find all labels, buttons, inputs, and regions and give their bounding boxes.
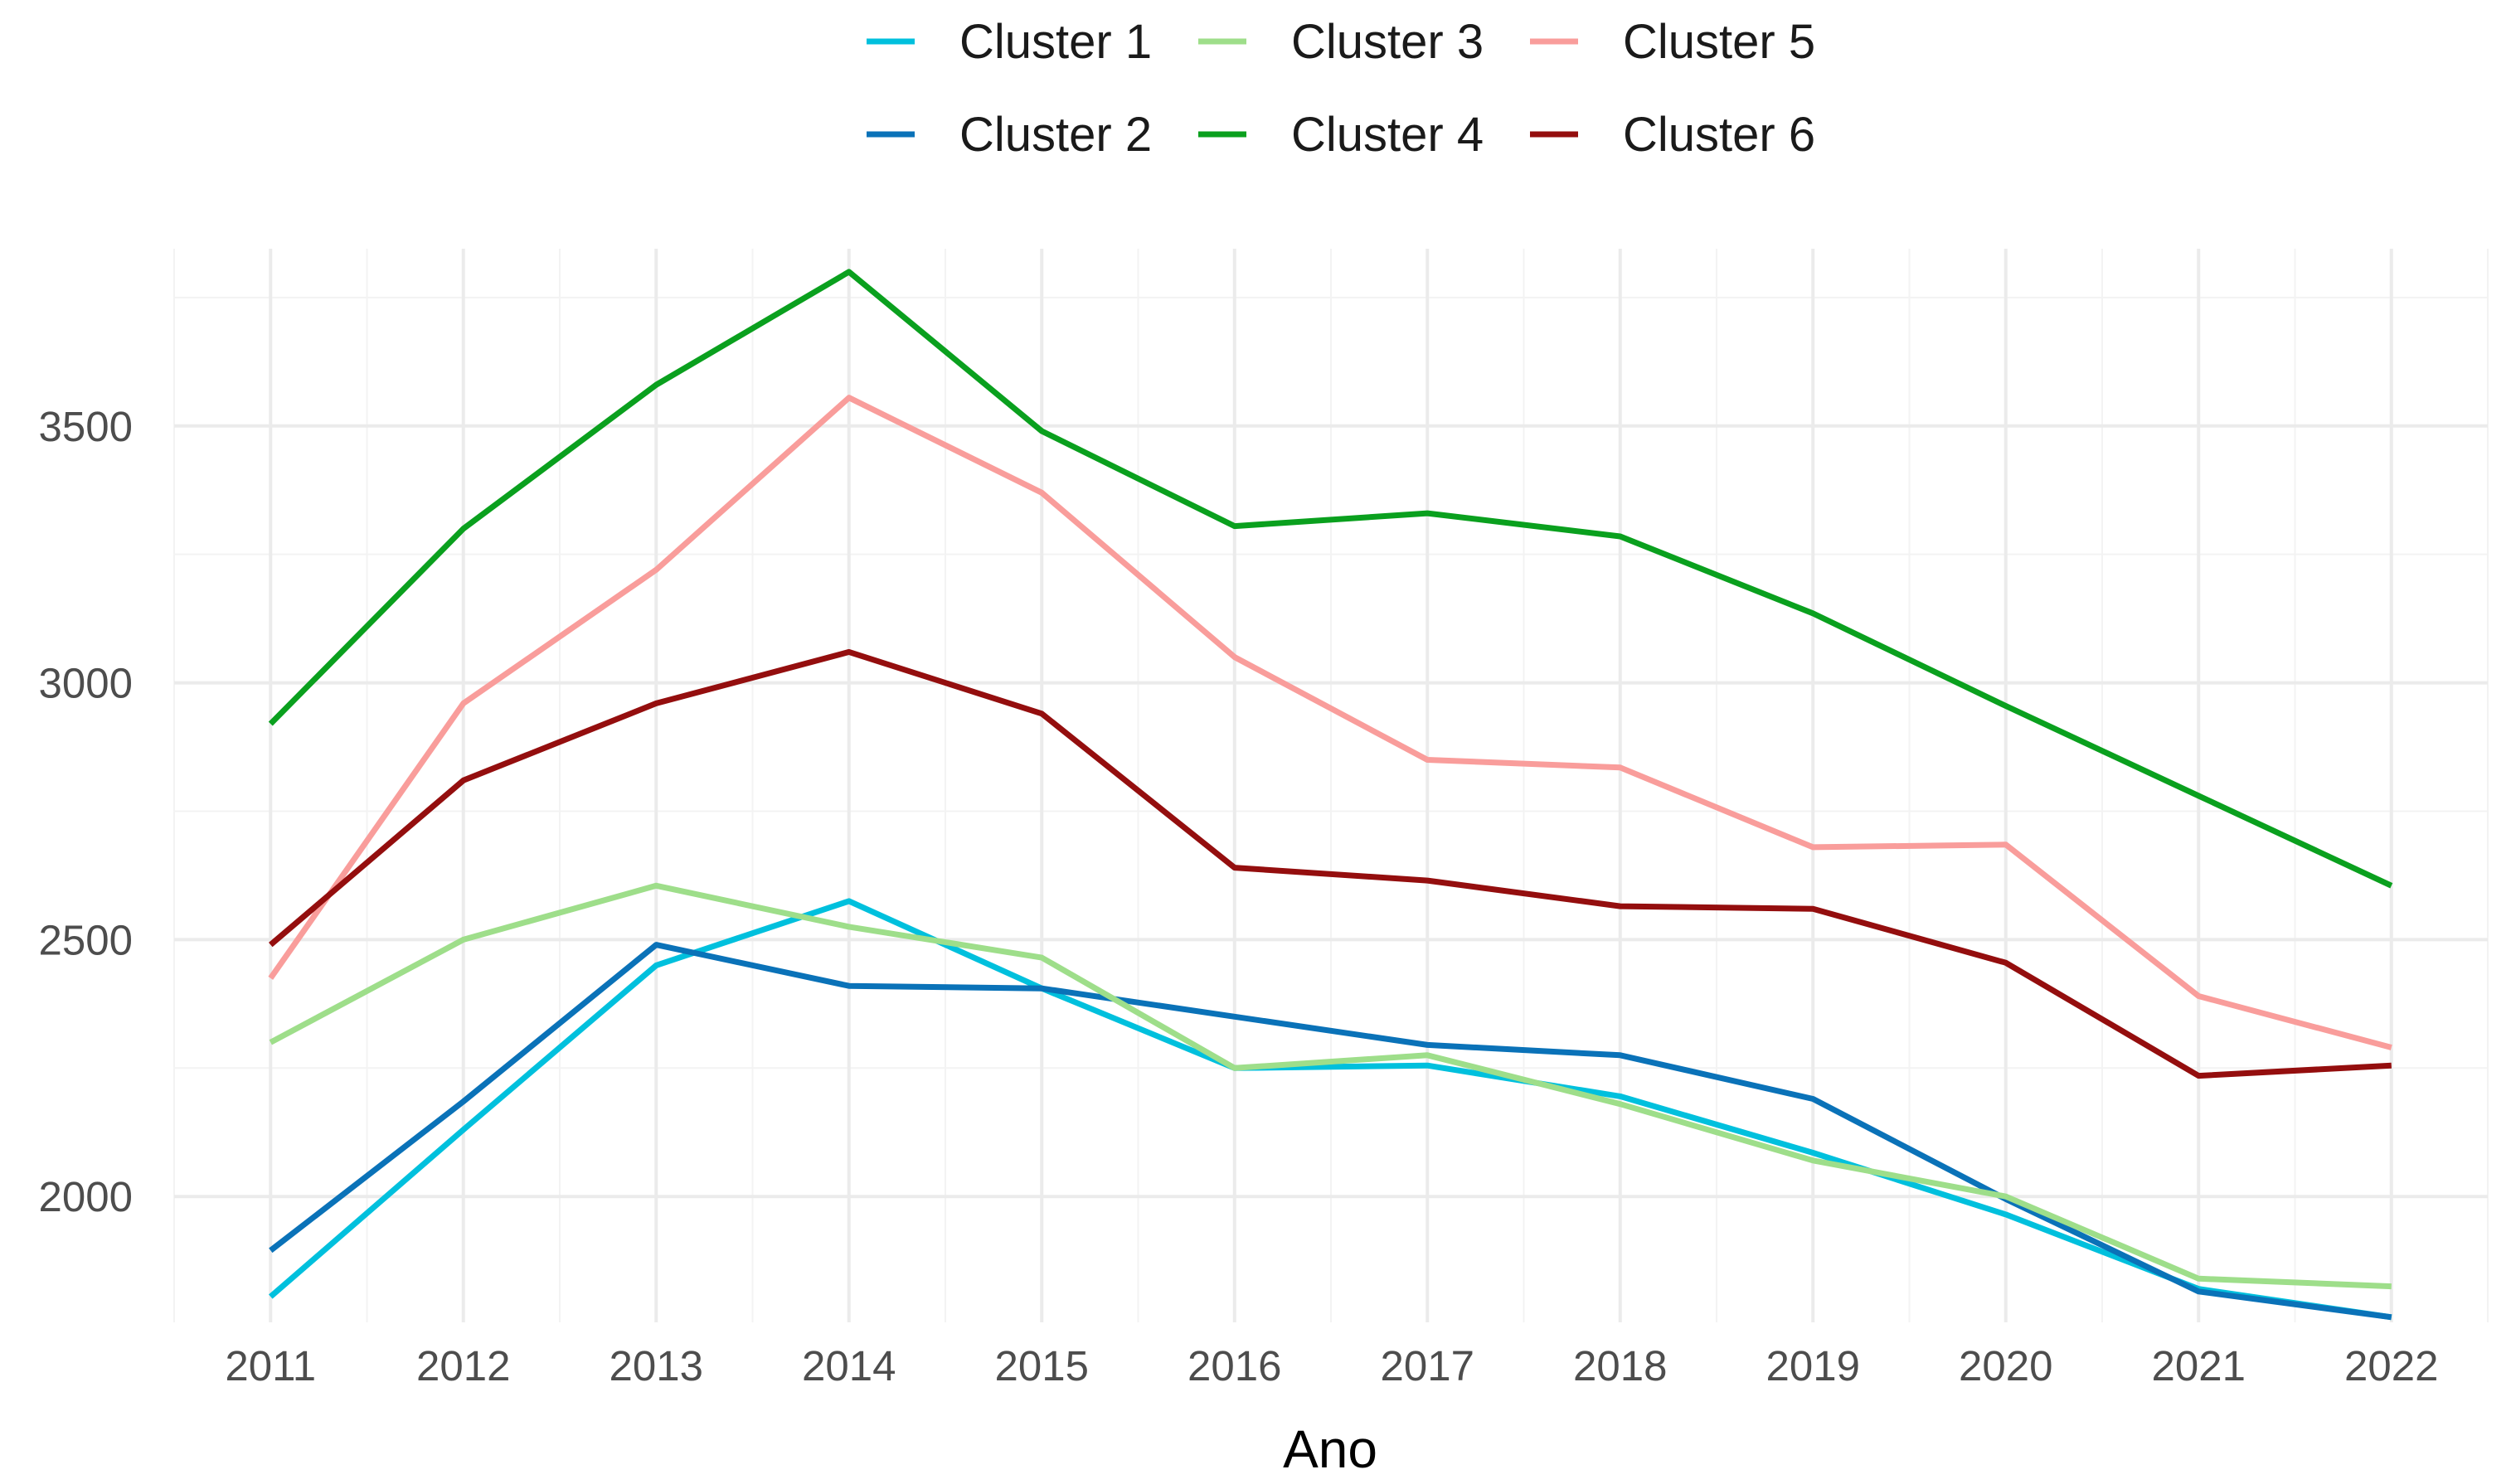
legend-item-cluster-1: Cluster 1 (867, 15, 1152, 69)
x-tick-label: 2016 (1188, 1342, 1281, 1389)
x-axis-title: Ano (1283, 1419, 1377, 1479)
series-line-cluster-1 (269, 898, 2392, 1321)
y-tick-label: 3500 (39, 403, 133, 450)
series-line-cluster-3 (269, 882, 2392, 1290)
legend-label: Cluster 2 (959, 108, 1152, 162)
legend-item-cluster-6: Cluster 6 (1530, 108, 1815, 162)
legend-item-cluster-3: Cluster 3 (1198, 15, 1484, 69)
x-axis-tick-labels: 2011 2012 2013 2014 2015 2016 2017 2018 2019 2020… (225, 1342, 2438, 1389)
legend-label: Cluster 3 (1291, 15, 1484, 69)
legend-item-cluster-5: Cluster 5 (1530, 15, 1815, 69)
y-axis-tick-labels: 2000 2500 3000 3500 (39, 403, 133, 1220)
y-tick-label: 2500 (39, 916, 133, 963)
series-line-cluster-5 (268, 395, 2392, 1050)
plot-area (173, 249, 2489, 1322)
legend-label: Cluster 5 (1623, 15, 1815, 69)
major-gridlines (174, 249, 2488, 1322)
legend-label: Cluster 6 (1623, 108, 1815, 162)
legend-label: Cluster 4 (1291, 108, 1484, 162)
minor-gridlines (173, 249, 2489, 1322)
legend-item-cluster-4: Cluster 4 (1198, 108, 1484, 162)
legend-item-cluster-2: Cluster 2 (867, 108, 1152, 162)
series-line-cluster-6 (269, 648, 2392, 1079)
y-tick-label: 2000 (39, 1173, 133, 1220)
legend: Cluster 1 Cluster 2 Cluster 3 Cluster 4 Clus… (867, 15, 1815, 162)
x-tick-label: 2019 (1766, 1342, 1860, 1389)
x-tick-label: 2022 (2344, 1342, 2438, 1389)
x-tick-label: 2013 (610, 1342, 703, 1389)
x-tick-label: 2011 (225, 1342, 316, 1389)
x-tick-label: 2015 (995, 1342, 1089, 1389)
series-line-cluster-2 (269, 942, 2392, 1321)
series-line-cluster-4 (268, 269, 2393, 889)
x-tick-label: 2021 (2152, 1342, 2246, 1389)
x-tick-label: 2020 (1959, 1342, 2052, 1389)
legend-label: Cluster 1 (959, 15, 1152, 69)
x-tick-label: 2018 (1573, 1342, 1667, 1389)
x-tick-label: 2012 (416, 1342, 510, 1389)
x-tick-label: 2017 (1381, 1342, 1474, 1389)
x-tick-label: 2014 (802, 1342, 896, 1389)
y-tick-label: 3000 (39, 660, 133, 707)
series-lines (268, 269, 2393, 1321)
